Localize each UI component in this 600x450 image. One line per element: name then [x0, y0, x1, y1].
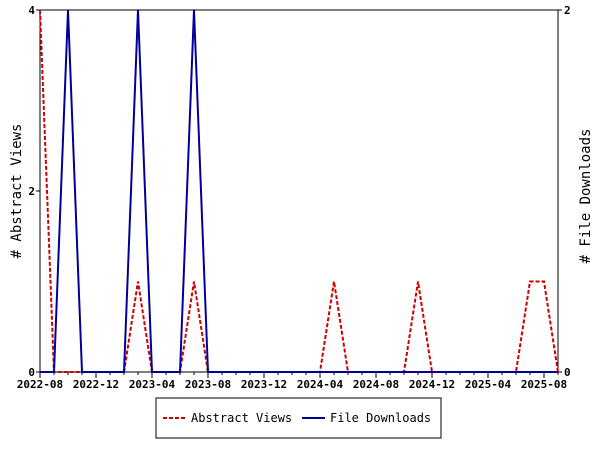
y-left-tick-label: 4 [28, 4, 35, 17]
x-tick-label: 2022-12 [73, 378, 119, 391]
x-tick-label: 2025-08 [521, 378, 567, 391]
x-tick-label: 2023-08 [185, 378, 231, 391]
series-line-abstract-views [39, 9, 559, 373]
x-tick-label: 2023-04 [129, 378, 176, 391]
y-left-tick-label: 0 [28, 366, 35, 379]
y-left-tick-label: 2 [28, 185, 35, 198]
x-tick-label: 2022-08 [17, 378, 63, 391]
x-tick-label: 2025-04 [465, 378, 512, 391]
y-right-tick-label: 0 [564, 366, 571, 379]
legend-label-abstract-views: Abstract Views [191, 411, 292, 425]
x-tick-label: 2024-04 [297, 378, 344, 391]
y-axis-right: 02 [558, 4, 571, 379]
x-tick-label: 2023-12 [241, 378, 287, 391]
x-tick-label: 2024-12 [409, 378, 455, 391]
plot-frame [39, 9, 559, 373]
x-axis: 2022-08 2022-12 2023-04 2023-08 2023-12 2024-… [17, 372, 567, 391]
y-axis-left: 0 2 4 [28, 4, 40, 379]
x-tick-label: 2024-08 [353, 378, 399, 391]
series-line-file-downloads [40, 9, 558, 373]
legend-box [155, 397, 442, 439]
legend: Abstract Views File Downloads [155, 397, 442, 439]
y-axis-left-title: # Abstract Views [9, 124, 25, 259]
legend-label-file-downloads: File Downloads [330, 411, 431, 425]
series-layer [39, 9, 559, 373]
y-axis-right-title: # File Downloads [578, 129, 594, 264]
y-right-tick-label: 2 [564, 4, 571, 17]
